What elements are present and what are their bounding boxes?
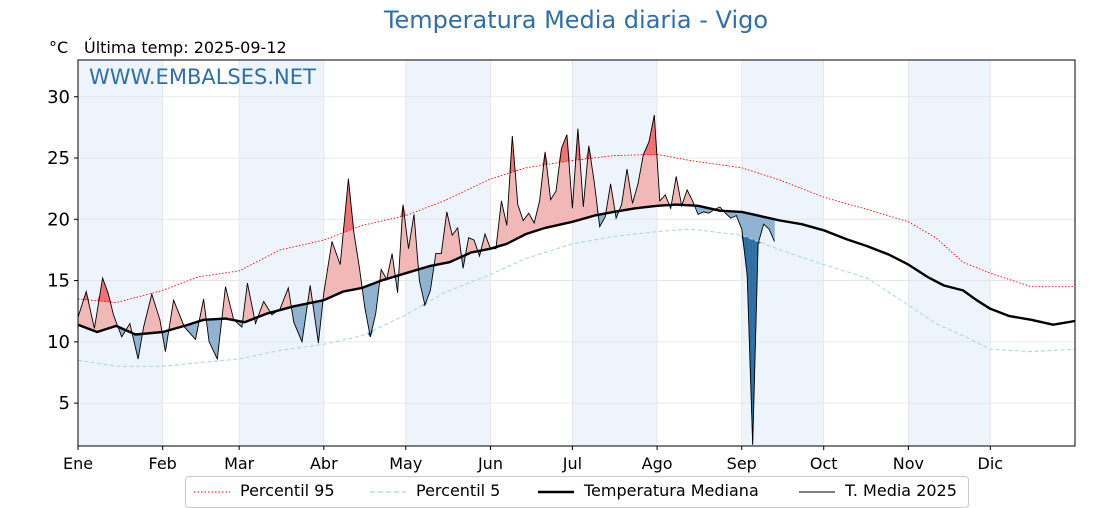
month-band-jul xyxy=(572,60,657,446)
temperature-chart: 5 10 15 20 25 30 Ene Feb Mar Abr May Jun Jul Ago Sep Oc… xyxy=(0,0,1120,476)
fill-below-median xyxy=(215,319,218,359)
fill-above-median xyxy=(553,191,556,226)
y-tick-label: 25 xyxy=(47,148,70,169)
x-tick-label: Dic xyxy=(978,454,1004,473)
month-band-ene xyxy=(78,60,163,446)
fill-above-median xyxy=(452,232,455,261)
y-tick-label: 10 xyxy=(47,332,70,353)
x-tick-label: Mar xyxy=(224,454,255,473)
x-tick-label: Abr xyxy=(310,454,338,473)
fill-above-median xyxy=(357,250,360,289)
x-tick-label: Feb xyxy=(149,454,177,473)
legend-label: Temperatura Mediana xyxy=(584,481,759,500)
legend-swatch-p5-icon xyxy=(370,487,410,497)
month-bands xyxy=(78,60,990,446)
month-band-nov xyxy=(908,60,990,446)
watermark: WWW.EMBALSES.NET xyxy=(89,65,316,89)
legend-label: Percentil 5 xyxy=(416,481,500,500)
x-tick-label: Jul xyxy=(562,454,582,473)
x-tick-label: Oct xyxy=(810,454,838,473)
legend-swatch-median-icon xyxy=(538,487,578,497)
y-tick-label: 30 xyxy=(47,87,70,108)
y-tick-label: 20 xyxy=(47,209,70,230)
month-band-mar xyxy=(239,60,324,446)
legend-label: Percentil 95 xyxy=(240,481,335,500)
y-tick-label: 5 xyxy=(59,393,70,414)
fill-above-median xyxy=(469,238,472,254)
y-tick-label: 15 xyxy=(47,271,70,292)
x-tick-label: Nov xyxy=(893,454,924,473)
legend-swatch-p95-icon xyxy=(194,487,234,497)
fill-above-median xyxy=(332,241,335,296)
fill-above-median xyxy=(436,254,439,265)
x-tick-label: Jun xyxy=(477,454,503,473)
x-tick-label: May xyxy=(389,454,422,473)
x-tick-label: Sep xyxy=(727,454,757,473)
fill-above-median xyxy=(540,176,543,229)
fill-above-median xyxy=(643,148,646,207)
legend-label: T. Media 2025 xyxy=(845,481,957,500)
legend-swatch-current-icon xyxy=(799,487,839,497)
legend: Percentil 95 Percentil 5 Temperatura Med… xyxy=(185,476,969,508)
fill-above-median xyxy=(551,195,554,226)
fill-above-median xyxy=(455,228,458,260)
fill-above-median xyxy=(471,239,474,252)
x-tick-label: Ene xyxy=(63,454,93,473)
x-tick-label: Ago xyxy=(642,454,673,473)
